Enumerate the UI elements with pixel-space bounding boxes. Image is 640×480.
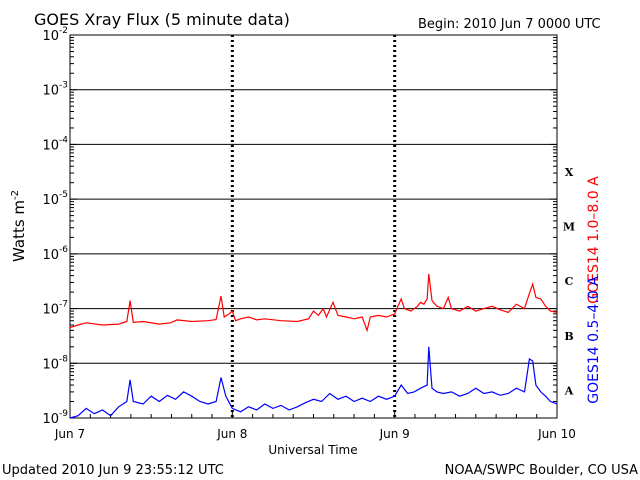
x-tick-label: Jun 9 — [379, 427, 410, 441]
y-tick-label-sup: -8 — [59, 354, 68, 364]
y-tick-label-sup: -6 — [59, 245, 68, 255]
y-tick-label-base: 10 — [42, 84, 59, 99]
y-axis-label-text: Watts m — [10, 200, 28, 262]
begin-date-label: Begin: 2010 Jun 7 0000 UTC — [418, 17, 601, 32]
y-tick-label-base: 10 — [42, 412, 59, 427]
x-axis-ticks: Jun 7 Jun 8 Jun 9 Jun 10 — [54, 410, 576, 441]
legend-series-blue: GOES14 0.5–4.0 A — [586, 276, 602, 404]
y-tick-label-sup: -7 — [59, 300, 68, 310]
legend-series-red: GOES14 1.0–8.0 A — [586, 176, 602, 304]
y-tick-label-base: 10 — [42, 248, 59, 263]
flare-class-c: C — [565, 275, 574, 288]
chart-title: GOES Xray Flux (5 minute data) — [34, 10, 290, 29]
y-tick-label-base: 10 — [42, 357, 59, 372]
flare-class-labels: X M C B A — [563, 166, 575, 398]
y-tick-label-sup: -3 — [59, 81, 68, 91]
x-tick-label: Jun 10 — [537, 427, 576, 441]
updated-timestamp: Updated 2010 Jun 9 23:55:12 UTC — [2, 463, 224, 478]
x-tick-label: Jun 8 — [216, 427, 247, 441]
y-axis-label: Watts m-2 — [10, 190, 28, 262]
y-tick-label-sup: -5 — [59, 190, 68, 200]
flare-class-b: B — [564, 330, 573, 343]
y-tick-label-base: 10 — [42, 138, 59, 153]
y-tick-label: 10-7 — [42, 300, 68, 318]
y-tick-label-sup: -2 — [59, 26, 68, 36]
y-tick-label-base: 10 — [42, 29, 59, 44]
y-tick-label: 10-5 — [42, 190, 68, 208]
y-axis-label-sup: -2 — [10, 190, 21, 200]
series-line-1 — [69, 346, 558, 419]
y-axis-ticks: 10-210-310-410-510-610-710-810-9 — [42, 26, 557, 427]
grid-layer — [70, 35, 557, 418]
y-tick-label-sup: -9 — [59, 409, 68, 419]
x-tick-label: Jun 7 — [54, 427, 85, 441]
y-tick-label: 10-4 — [42, 135, 68, 153]
source-credit: NOAA/SWPC Boulder, CO USA — [445, 463, 638, 478]
x-axis-label: Universal Time — [268, 443, 357, 457]
y-tick-label: 10-9 — [42, 409, 68, 427]
flare-class-a: A — [564, 385, 574, 398]
y-tick-label: 10-6 — [42, 245, 68, 263]
series-line-0 — [69, 273, 558, 333]
flare-class-m: M — [563, 221, 575, 234]
y-tick-label: 10-8 — [42, 354, 68, 372]
y-tick-label-base: 10 — [42, 193, 59, 208]
series-layer — [69, 273, 558, 419]
y-tick-label-base: 10 — [42, 303, 59, 318]
flare-class-x: X — [565, 166, 574, 179]
y-tick-label: 10-2 — [42, 26, 68, 44]
plot-area — [69, 34, 558, 419]
y-tick-label: 10-3 — [42, 81, 68, 99]
y-tick-label-sup: -4 — [59, 135, 68, 145]
